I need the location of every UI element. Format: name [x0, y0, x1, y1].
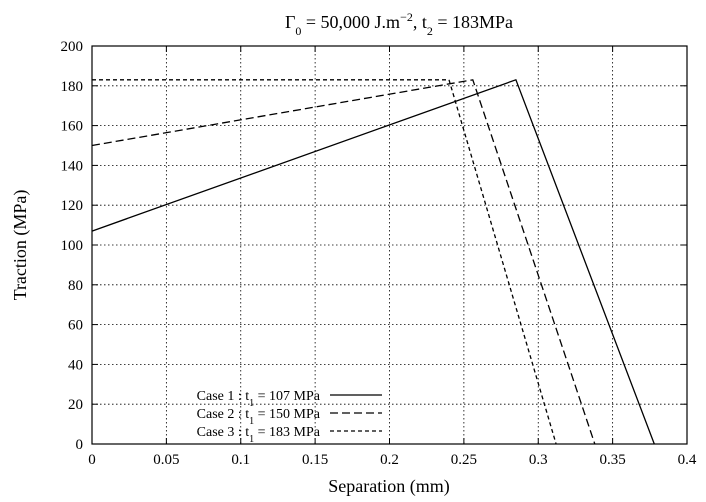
y-tick-label: 40 — [68, 357, 83, 373]
x-tick-label: 0.05 — [153, 452, 179, 468]
x-axis-label: Separation (mm) — [328, 476, 449, 497]
x-tick-label: 0.3 — [529, 452, 548, 468]
x-tick-label: 0.25 — [451, 452, 477, 468]
x-tick-label: 0.4 — [678, 452, 697, 468]
y-tick-label: 200 — [61, 39, 84, 55]
y-tick-label: 120 — [61, 198, 84, 214]
legend-label-case-3: Case 3 : t1 = 183 MPa — [197, 425, 321, 445]
y-tick-label: 0 — [76, 437, 84, 453]
plot-frame — [91, 45, 688, 445]
tick-layer: 0 0.05 0.1 0.15 0.2 0.25 0.3 0.35 0.4 0 20 40 60 80 10… — [61, 39, 697, 468]
y-tick-label: 180 — [61, 79, 84, 95]
x-tick-label: 0.1 — [231, 452, 250, 468]
grid-layer — [92, 46, 687, 444]
series-line-case-1 — [91, 78, 655, 445]
x-tick-label: 0 — [88, 452, 96, 468]
x-tick-label: 0.35 — [600, 452, 626, 468]
y-tick-label: 100 — [61, 238, 84, 254]
y-tick-label: 60 — [68, 318, 83, 334]
chart-title: Γ0 = 50,000 J.m−2, t2 = 183MPa — [285, 10, 513, 38]
legend-label-case-2: Case 2 : t1 = 150 MPa — [197, 407, 321, 427]
y-tick-label: 140 — [61, 158, 84, 174]
y-axis-label: Traction (MPa) — [10, 190, 31, 301]
x-tick-label: 0.2 — [380, 452, 399, 468]
y-tick-label: 80 — [68, 278, 83, 294]
series-line-case-2 — [91, 79, 596, 445]
series-layer — [91, 78, 655, 445]
y-tick-label: 20 — [68, 397, 83, 413]
x-tick-label: 0.15 — [302, 452, 328, 468]
legend-label-case-1: Case 1 : t1 = 107 MPa — [197, 389, 321, 409]
y-tick-label: 160 — [61, 119, 84, 135]
series-line-case-3 — [92, 79, 557, 445]
